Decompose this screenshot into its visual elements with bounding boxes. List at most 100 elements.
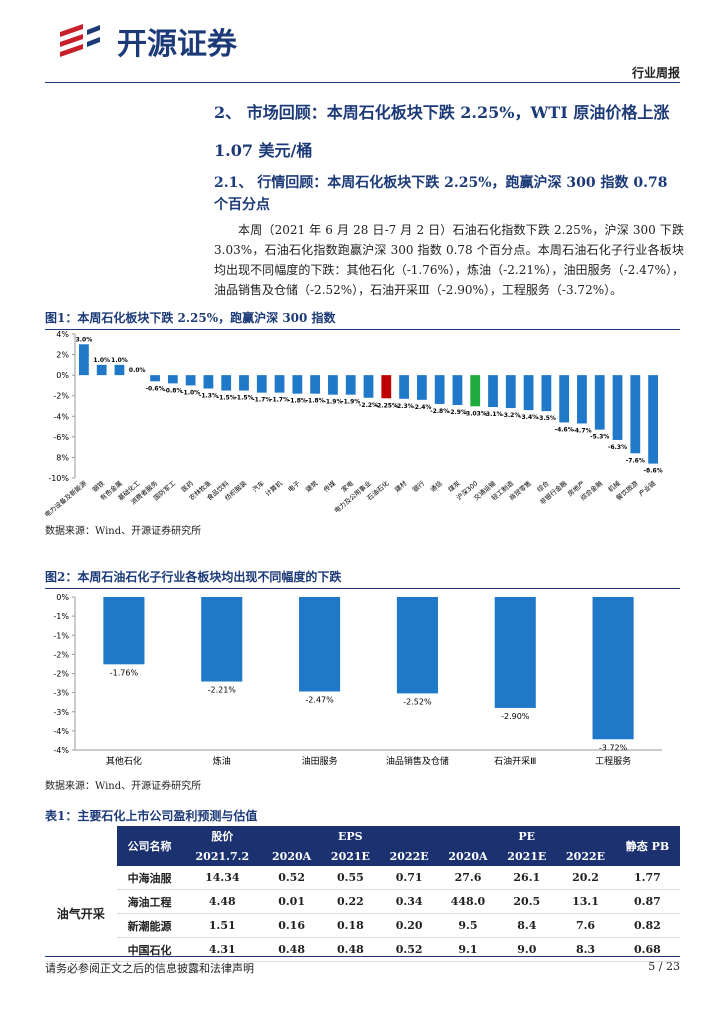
x-tick-label: 石油开采Ⅲ xyxy=(494,755,536,767)
cell: 20.2 xyxy=(556,866,615,890)
table-row: 新潮能源 1.51 0.16 0.18 0.20 9.5 8.4 7.6 0.82 xyxy=(45,913,680,938)
header-cell: 2022E xyxy=(379,846,439,866)
header-cell: 2021E xyxy=(321,846,380,866)
y-tick-label: -1% xyxy=(53,631,69,640)
data-label: 0.0% xyxy=(129,367,146,374)
doc-type: 行业周报 xyxy=(631,66,680,80)
header-cell: 2022E xyxy=(556,846,615,866)
page-number: 5 / 23 xyxy=(648,960,680,973)
bar xyxy=(470,375,481,407)
data-label: -2.9% xyxy=(448,409,467,416)
y-tick-label: -2% xyxy=(53,392,69,401)
paragraph: 本周（2021 年 6 月 28 日-7 月 2 日）石油石化指数下跌 2.25… xyxy=(214,223,684,297)
bar xyxy=(494,597,536,708)
x-tick-label: 建筑 xyxy=(304,478,320,494)
bar xyxy=(488,375,498,408)
cell: 9.5 xyxy=(438,913,498,938)
chart: 0% -1% -1% -2% -2% -3% -3% -4% -4% -1.76% 其他石化 -2.2… xyxy=(53,593,662,767)
data-label: -2.47% xyxy=(305,695,334,704)
table-row: 海油工程 4.48 0.01 0.22 0.34 448.0 20.5 13.1 0.87 xyxy=(45,889,680,914)
bar xyxy=(381,375,392,399)
cell: 1.51 xyxy=(182,913,263,938)
bar xyxy=(612,375,623,440)
bar xyxy=(310,375,321,394)
cell: 0.68 xyxy=(614,937,680,962)
data-label: -2.3% xyxy=(395,403,414,410)
data-label: -1.76% xyxy=(110,668,139,677)
table-row: 公司名称 股价 EPS PE 静态 PB xyxy=(45,826,680,866)
cell: 0.52 xyxy=(262,866,322,890)
header-cell: EPS xyxy=(262,826,439,846)
x-tick-label: 计算机 xyxy=(263,478,284,498)
cell: 0.82 xyxy=(614,913,680,938)
cell: 8.3 xyxy=(556,937,615,962)
cell: 0.34 xyxy=(379,889,439,914)
cell: 0.87 xyxy=(614,889,680,914)
logo-icon xyxy=(60,24,83,57)
table-row: 2021.7.2 2020A 2021E 2022E 2020A 2021E 2022E xyxy=(45,846,680,866)
data-label: -0.6% xyxy=(145,385,164,392)
logo-text: 开源证券 xyxy=(117,27,238,62)
data-label: -5.3% xyxy=(590,434,609,441)
cell: 20.5 xyxy=(497,889,557,914)
data-label: -1.7% xyxy=(270,397,289,404)
bar xyxy=(541,375,552,412)
data-label: -3.5% xyxy=(537,415,556,422)
y-tick-label: -4% xyxy=(53,746,69,755)
y-tick-label: -2% xyxy=(53,650,69,659)
bar xyxy=(416,375,427,400)
data-label: -3.2% xyxy=(501,412,520,419)
cell: 中海油服 xyxy=(116,866,183,890)
data-label: -1.8% xyxy=(306,398,325,405)
bar xyxy=(299,597,341,692)
source: 数据来源：Wind、开源证券研究所 xyxy=(45,526,202,537)
rule xyxy=(45,956,680,957)
bar xyxy=(150,375,160,382)
data-label: -6.3% xyxy=(608,444,627,451)
x-tick-label: 工程服务 xyxy=(595,755,631,767)
data-label: -3.1% xyxy=(483,411,502,418)
bar xyxy=(274,375,285,393)
bar xyxy=(396,597,438,694)
cell: 海油工程 xyxy=(116,889,183,914)
cell: 油气开采 xyxy=(45,866,117,962)
cell: 26.1 xyxy=(497,866,557,890)
cell: 27.6 xyxy=(438,866,498,890)
x-tick-label: 银行 xyxy=(410,478,426,494)
cell: 0.16 xyxy=(262,913,322,938)
data-label: -2.21% xyxy=(208,686,237,695)
cell: 9.1 xyxy=(438,937,498,962)
bar xyxy=(452,375,463,405)
bar xyxy=(103,597,145,665)
data-label: 1.0% xyxy=(93,357,110,364)
y-tick-label: -4% xyxy=(53,412,69,421)
data-label: -2.25% xyxy=(375,402,398,409)
table-row: 油气开采 中海油服 14.34 0.52 0.55 0.71 27.6 26.1 20.2 1.7… xyxy=(45,866,680,962)
y-tick-label: -3% xyxy=(53,708,69,717)
y-tick-label: 4% xyxy=(56,330,69,339)
cell: 0.18 xyxy=(321,913,380,938)
y-tick-label: 2% xyxy=(56,351,69,360)
x-tick-label: 传媒 xyxy=(321,478,337,494)
bar xyxy=(559,375,570,423)
x-tick-label: 其他石化 xyxy=(106,755,142,767)
bar xyxy=(345,375,356,395)
data-label: -4.7% xyxy=(572,427,591,434)
header-cell: 股价 xyxy=(182,826,263,846)
bar xyxy=(203,375,214,389)
cell: 13.1 xyxy=(556,889,615,914)
bar xyxy=(185,375,196,386)
data-label: -2.2% xyxy=(359,402,378,409)
bar xyxy=(221,375,232,391)
x-tick-label: 炼油 xyxy=(213,755,231,767)
header-cell: 2021.7.2 xyxy=(182,846,263,866)
cell: 14.34 xyxy=(182,866,263,890)
header-cell: 静态 PB xyxy=(614,826,680,866)
data-label: -1.9% xyxy=(341,399,360,406)
bar xyxy=(167,375,178,384)
logo-icon xyxy=(87,25,100,47)
figure-title: 图1：本周石化板块下跌 2.25%，跑赢沪深 300 指数 xyxy=(45,309,680,330)
cell: 中国石化 xyxy=(116,937,183,962)
cell: 0.55 xyxy=(321,866,380,890)
data-label: -1.3% xyxy=(199,393,218,400)
